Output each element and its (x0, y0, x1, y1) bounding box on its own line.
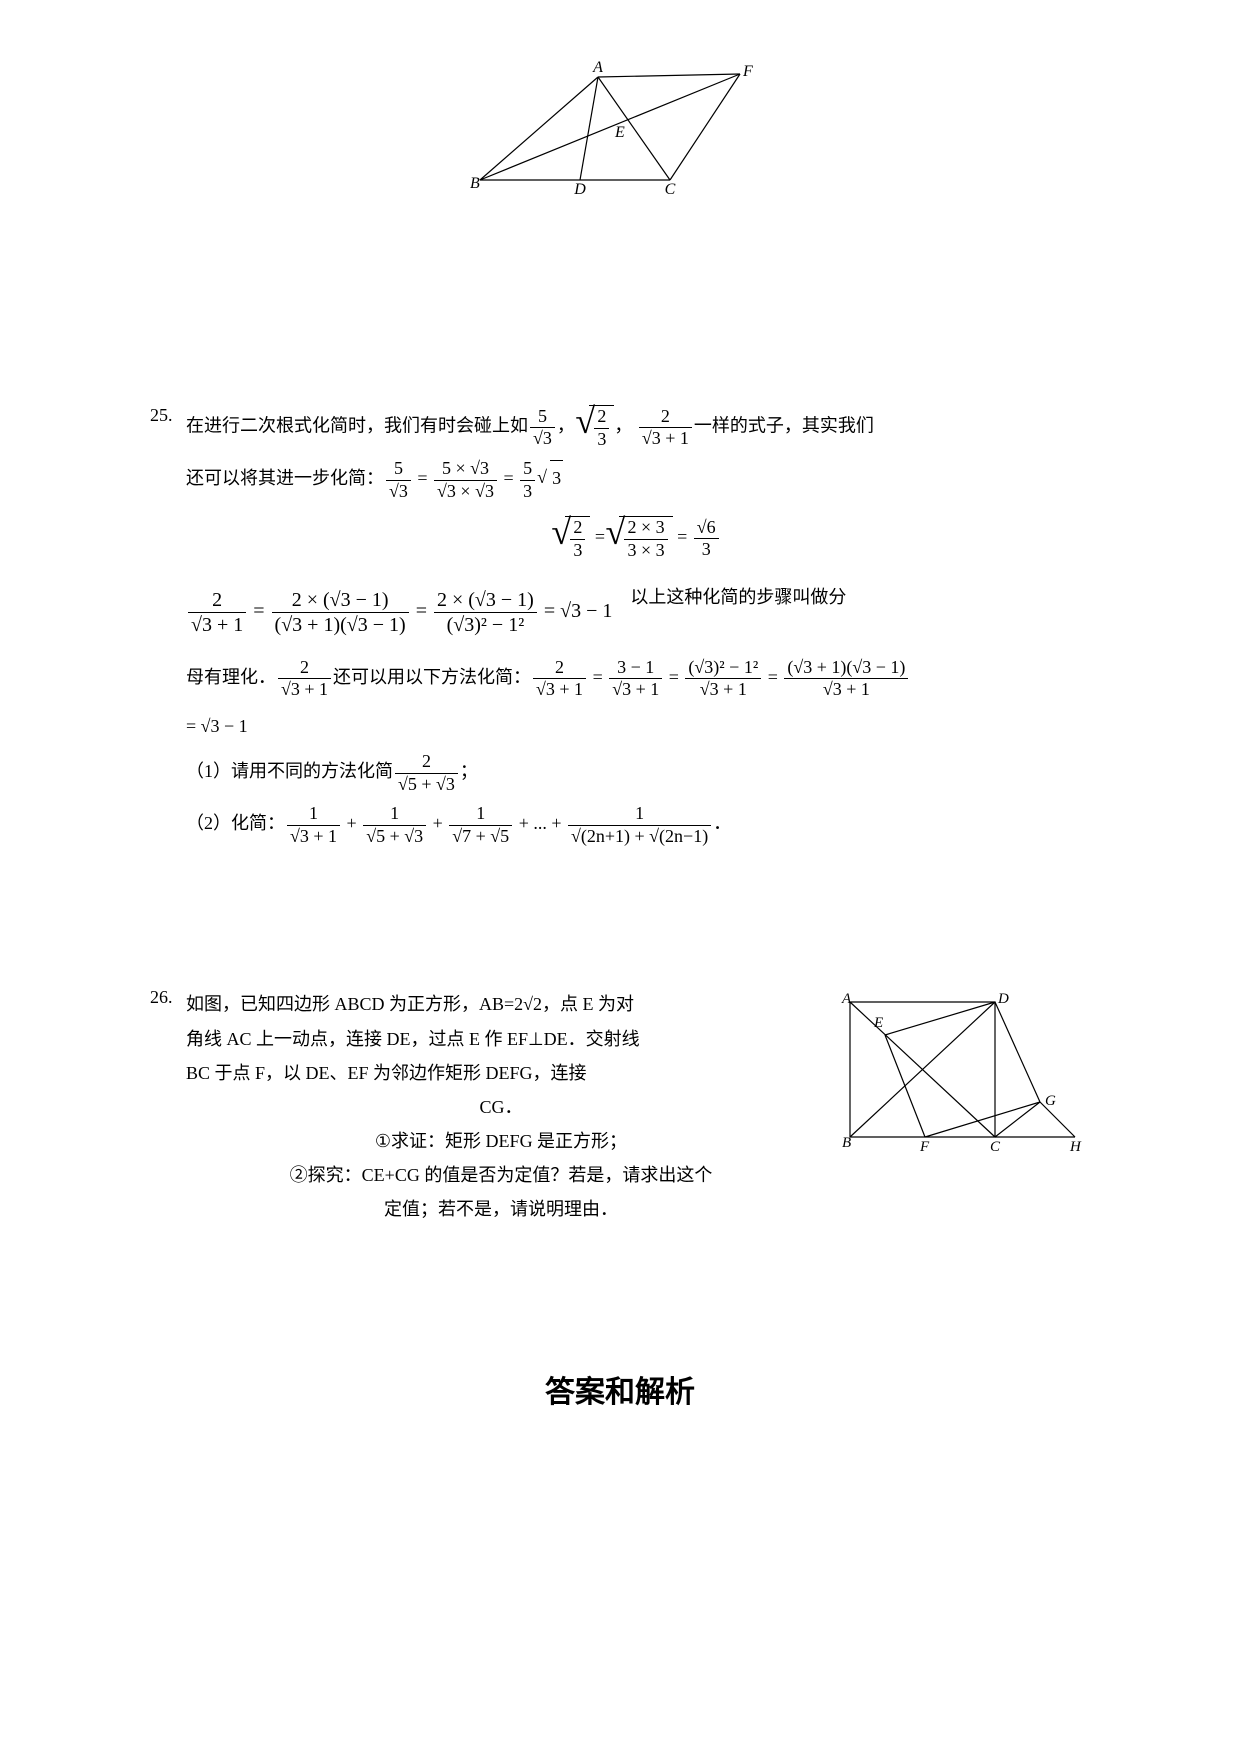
p25-rationalize: 母有理化．2√3 + 1还可以用以下方法化简：2√3 + 1 = 3 − 1√3… (186, 657, 1090, 701)
problem24-figure: A B C D E F (150, 60, 1090, 205)
p25-intro: 在进行二次根式化简时，我们有时会碰上如5√3， √23， 2√3 + 1一样的式… (186, 405, 1090, 450)
svg-text:A: A (592, 60, 603, 76)
r-5n: (√3 + 1)(√3 − 1) (784, 657, 908, 680)
svg-text:D: D (997, 991, 1009, 1007)
p25-rfinal: = √3 − 1 (186, 709, 1090, 743)
q2-3n: 1 (449, 803, 512, 826)
r-1d: √3 + 1 (278, 679, 331, 701)
p25-eq3: 2√3 + 1 = 2 × (√3 − 1)(√3 + 1)(√3 − 1) =… (186, 588, 612, 637)
p25-a-num: 5 (530, 406, 555, 429)
eq3-2n: 2 × (√3 − 1) (272, 588, 409, 613)
svg-text:E: E (614, 124, 625, 141)
p25-intro-t1: 在进行二次根式化简时，我们有时会碰上如 (186, 416, 528, 436)
eq1-mn: 5 × √3 (434, 458, 497, 481)
p25-b-den: 3 (594, 429, 609, 451)
p25-line2: 还可以将其进一步化简： (186, 468, 384, 488)
p25-sep2: ， (614, 416, 632, 436)
problem-26: 26. 如图，已知四边形 ABCD 为正方形，AB=2√2，点 E 为对 角线 … (150, 987, 1090, 1226)
p25-eq3-row: 2√3 + 1 = 2 × (√3 − 1)(√3 + 1)(√3 − 1) =… (186, 576, 1090, 649)
r-3n: 3 − 1 (609, 657, 662, 680)
p25-eq2: √23 = √2 × 33 × 3 = √63 (186, 516, 1090, 561)
p26-l1: 如图，已知四边形 ABCD 为正方形，AB=2√2，点 E 为对 (186, 994, 634, 1014)
p26-l5: ①求证：矩形 DEFG 是正方形； (375, 1131, 627, 1151)
eq3-1n: 2 (188, 588, 246, 613)
r-1n: 2 (278, 657, 331, 680)
problem-25: 25. 在进行二次根式化简时，我们有时会碰上如5√3， √23， 2√3 + 1… (150, 405, 1090, 847)
p26-l3: BC 于点 F，以 DE、EF 为邻边作矩形 DEFG，连接 (186, 1063, 587, 1083)
r-3d: √3 + 1 (609, 679, 662, 701)
q2-nn: 1 (568, 803, 711, 826)
eq1-rs: 3 (550, 460, 563, 495)
p25-a-den: √3 (530, 428, 555, 450)
p26-figure: A B C D E F G H (830, 987, 1090, 1168)
q2-1n: 1 (287, 803, 340, 826)
r-5d: √3 + 1 (784, 679, 908, 701)
p25-c-num: 2 (639, 406, 692, 429)
svg-text:C: C (990, 1139, 1001, 1155)
q2-3d: √7 + √5 (449, 826, 512, 848)
eq3-3d: (√3)² − 1² (434, 613, 537, 637)
svg-text:H: H (1069, 1139, 1082, 1155)
q2-label: （2）化简： (186, 813, 285, 833)
svg-text:B: B (842, 1135, 851, 1151)
eq3-2d: (√3 + 1)(√3 − 1) (272, 613, 409, 637)
eq3-3n: 2 × (√3 − 1) (434, 588, 537, 613)
eq1-ln: 5 (386, 458, 411, 481)
p26-text: 如图，已知四边形 ABCD 为正方形，AB=2√2，点 E 为对 角线 AC 上… (186, 987, 816, 1226)
eq3-1d: √3 + 1 (188, 613, 246, 637)
eq2-ln: 2 (570, 517, 585, 540)
p26-l4: CG． (479, 1097, 522, 1117)
svg-text:D: D (573, 181, 586, 198)
r-4d: √3 + 1 (685, 679, 761, 701)
eq1-rd: 3 (520, 481, 535, 503)
eq2-rn: √6 (694, 517, 719, 540)
svg-text:B: B (470, 175, 480, 192)
r-2d: √3 + 1 (533, 679, 586, 701)
p25-r2: 还可以用以下方法化简： (333, 667, 531, 687)
problem-number-26: 26. (150, 987, 173, 1008)
svg-text:C: C (665, 181, 676, 198)
p25-annotation: 以上这种化简的步骤叫做分 (630, 580, 846, 614)
p26-l7: 定值；若不是，请说明理由． (384, 1199, 618, 1219)
eq1-md: √3 × √3 (434, 481, 497, 503)
svg-text:G: G (1045, 1093, 1056, 1109)
p25-sep1: ， (557, 416, 575, 436)
q2-2d: √5 + √3 (363, 826, 426, 848)
q2-tail: ． (713, 813, 731, 833)
q1-tail: ； (460, 761, 478, 781)
p25-eq1: 还可以将其进一步化简：5√3 = 5 × √3√3 × √3 = 533 (186, 458, 1090, 502)
q2-dots: + ... + (519, 813, 562, 833)
p26-l2: 角线 AC 上一动点，连接 DE，过点 E 作 EF⊥DE．交射线 (186, 1029, 640, 1049)
q1-d: √5 + √3 (395, 774, 458, 796)
eq2-md: 3 × 3 (624, 540, 667, 562)
svg-text:F: F (919, 1139, 930, 1155)
eq1-ld: √3 (386, 481, 411, 503)
problem-number-25: 25. (150, 405, 173, 426)
p25-r1: 母有理化． (186, 667, 276, 687)
r-2n: 2 (533, 657, 586, 680)
q2-2n: 1 (363, 803, 426, 826)
p25-q1: （1）请用不同的方法化简2√5 + √3； (186, 751, 1090, 795)
eq2-rd: 3 (694, 539, 719, 561)
p26-l6: ②探究：CE+CG 的值是否为定值？若是，请求出这个 (290, 1165, 713, 1185)
q2-1d: √3 + 1 (287, 826, 340, 848)
r-4n: (√3)² − 1² (685, 657, 761, 680)
svg-text:F: F (742, 63, 753, 80)
q1-n: 2 (395, 751, 458, 774)
q2-nd: √(2n+1) + √(2n−1) (568, 826, 711, 848)
answer-header: 答案和解析 (150, 1367, 1090, 1411)
p25-c-den: √3 + 1 (639, 428, 692, 450)
svg-text:E: E (873, 1015, 883, 1031)
eq2-ld: 3 (570, 540, 585, 562)
q1-label: （1）请用不同的方法化简 (186, 761, 393, 781)
eq1-rc: 5 (520, 458, 535, 481)
p25-q2: （2）化简：1√3 + 1 + 1√5 + √3 + 1√7 + √5 + ..… (186, 803, 1090, 847)
p25-intro-t4: 一样的式子，其实我们 (694, 416, 874, 436)
eq3-4: = √3 − 1 (544, 600, 613, 622)
eq2-mn: 2 × 3 (624, 517, 667, 540)
svg-text:A: A (841, 991, 852, 1007)
p25-b-num: 2 (594, 406, 609, 429)
